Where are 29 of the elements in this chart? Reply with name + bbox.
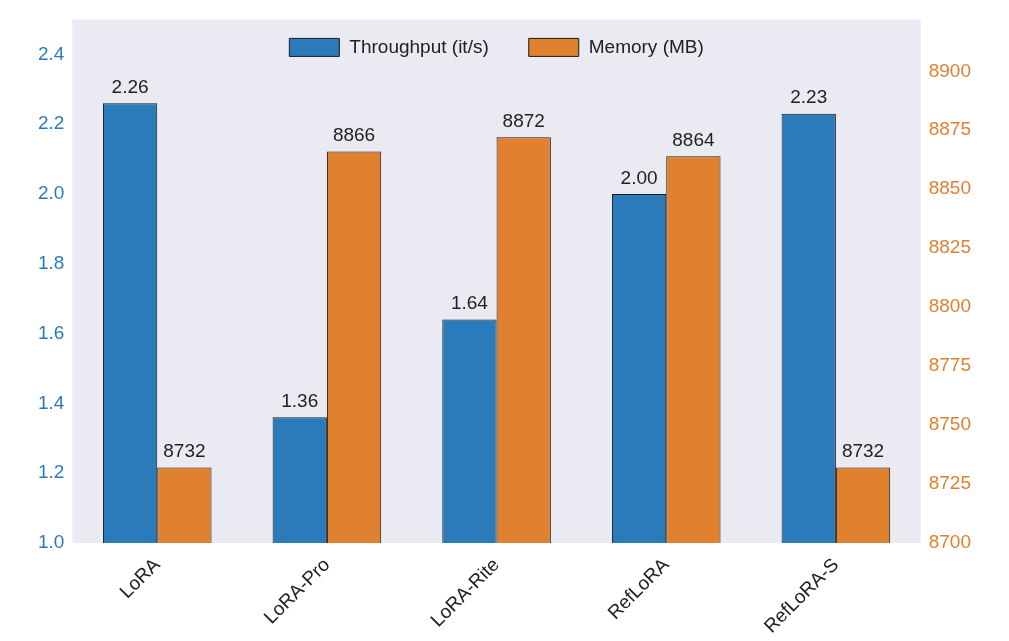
- data-label: 8732: [163, 440, 206, 462]
- legend-label: Throughput (it/s): [349, 35, 489, 57]
- y2-tick-label: 8750: [928, 413, 972, 435]
- y-tick-label: 2.4: [37, 42, 65, 64]
- y-tick-label: 1.2: [37, 461, 65, 483]
- data-label: 8732: [841, 440, 885, 462]
- y2-tick-label: 8825: [928, 236, 972, 258]
- y2-tick-label: 8775: [928, 354, 972, 376]
- y-tick-label: 1.0: [37, 531, 65, 553]
- y2-tick-label: 8875: [928, 118, 972, 140]
- data-label: 8866: [332, 124, 376, 146]
- y2-tick-label: 8850: [928, 177, 972, 199]
- y2-tick-label: 8700: [928, 531, 972, 553]
- data-label: 2.00: [620, 166, 658, 188]
- data-label: 8864: [672, 128, 715, 150]
- y-tick-label: 2.2: [37, 112, 65, 134]
- data-label: 1.36: [281, 390, 319, 412]
- y2-tick-label: 8900: [928, 59, 972, 81]
- legend-label: Memory (MB): [588, 35, 704, 57]
- data-label: 2.23: [790, 86, 828, 108]
- y-tick-label: 1.6: [37, 321, 65, 343]
- data-label: 8872: [502, 110, 545, 132]
- y-tick-label: 2.0: [37, 182, 65, 204]
- y2-tick-label: 8725: [928, 472, 972, 494]
- y-tick-label: 1.8: [37, 251, 65, 273]
- y-tick-label: 1.4: [37, 391, 65, 413]
- data-label: 1.64: [450, 292, 489, 314]
- data-label: 2.26: [111, 75, 149, 97]
- y2-tick-label: 8800: [928, 295, 972, 317]
